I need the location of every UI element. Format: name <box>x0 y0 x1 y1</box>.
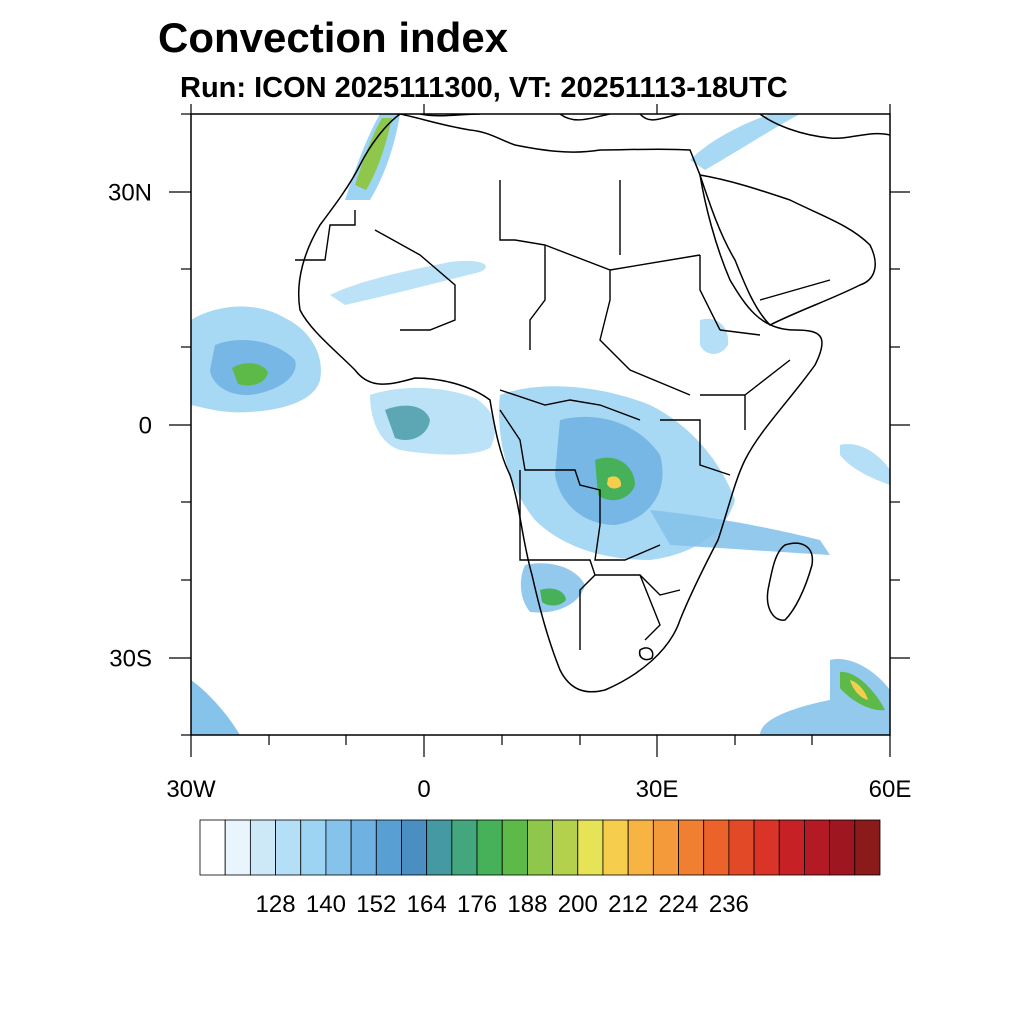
colorbar-cell <box>451 819 478 876</box>
colorbar-labels: 128 140 152 164 176 188 200 212 224 236 <box>256 891 749 918</box>
colorbar-cell <box>401 819 428 876</box>
colorbar-cell <box>325 819 352 876</box>
colorbar-cell <box>375 819 402 876</box>
convection-patch-congo-max <box>607 476 622 489</box>
convection-patch-morocco-core <box>355 118 392 190</box>
colorbar-cell <box>778 819 805 876</box>
colorbar-cell <box>804 819 831 876</box>
convection-patch-indian-ocean-max <box>850 680 868 700</box>
africa-coastline <box>297 114 823 693</box>
colorbar-label: 176 <box>457 891 497 918</box>
colorbar-cell <box>350 819 377 876</box>
colorbar-cell <box>602 819 629 876</box>
chart-title: Convection index <box>158 14 509 61</box>
chart-subtitle: Run: ICON 2025111300, VT: 20251113-18UTC <box>180 72 788 104</box>
y-tick-label: 30N <box>108 180 152 207</box>
y-tick-labels: 30N 0 30S <box>108 180 152 673</box>
border-lines <box>295 180 831 650</box>
colorbar-cell <box>300 819 327 876</box>
colorbar-cell <box>829 819 856 876</box>
country-borders <box>295 180 831 650</box>
lesotho-border <box>638 647 654 661</box>
colorbar-cell <box>501 819 528 876</box>
colorbar-label: 188 <box>507 891 547 918</box>
colorbar-cell <box>552 819 579 876</box>
colorbar-label: 128 <box>256 891 296 918</box>
madagascar-coastline <box>766 542 814 621</box>
colorbar-cell <box>577 819 604 876</box>
convection-patch-namibia <box>520 563 585 613</box>
colorbar-cell <box>199 819 226 876</box>
colorbar-label: 140 <box>306 891 346 918</box>
colorbar-cell <box>476 819 503 876</box>
x-tick-label: 60E <box>869 776 912 803</box>
convection-patch-sahel <box>330 260 486 305</box>
convection-patch-east-band <box>650 510 830 555</box>
colorbar-cell <box>224 819 251 876</box>
y-tick-label: 30S <box>109 645 152 672</box>
colorbar-cell <box>426 819 453 876</box>
colorbar-label: 224 <box>658 891 698 918</box>
arabia-coastline <box>698 174 876 326</box>
colorbar-cell <box>678 819 705 876</box>
convection-patch-ethiopia <box>700 318 729 355</box>
x-tick-labels: 30W 0 30E 60E <box>166 776 911 803</box>
colorbar-cell <box>249 819 276 876</box>
colorbar-cell <box>854 819 881 876</box>
coastline-layer <box>297 114 890 693</box>
colorbar-cell <box>527 819 553 876</box>
x-tick-label: 30W <box>166 776 216 803</box>
y-tick-label: 0 <box>139 413 152 440</box>
colorbar-cell <box>275 819 302 876</box>
colorbar-cell <box>627 819 654 876</box>
convection-patch-med-east <box>690 114 800 170</box>
colorbar-cell <box>728 819 755 876</box>
convection-field <box>191 114 890 735</box>
colorbar-label: 212 <box>608 891 648 918</box>
convection-patch-southwest <box>191 680 240 735</box>
colorbar-cell <box>652 819 679 876</box>
colorbar-cell <box>703 819 730 876</box>
axis-ticks <box>169 104 910 757</box>
southern-europe-coastline <box>419 114 890 139</box>
convection-patch-somalia-east <box>840 444 890 485</box>
colorbar-label: 236 <box>709 891 749 918</box>
colorbar-label: 200 <box>558 891 598 918</box>
colorbar-label: 152 <box>356 891 396 918</box>
convection-patch-gulf-guinea-core <box>385 405 430 440</box>
colorbar <box>199 819 881 876</box>
x-tick-label: 30E <box>636 776 679 803</box>
colorbar-cell <box>753 819 780 876</box>
convection-patch-namibia-core <box>540 588 566 606</box>
convection-patch-gulf-guinea <box>370 387 495 455</box>
colorbar-label: 164 <box>407 891 447 918</box>
x-tick-label: 0 <box>417 776 430 803</box>
convection-patch-atlantic-west-peak <box>232 363 268 386</box>
